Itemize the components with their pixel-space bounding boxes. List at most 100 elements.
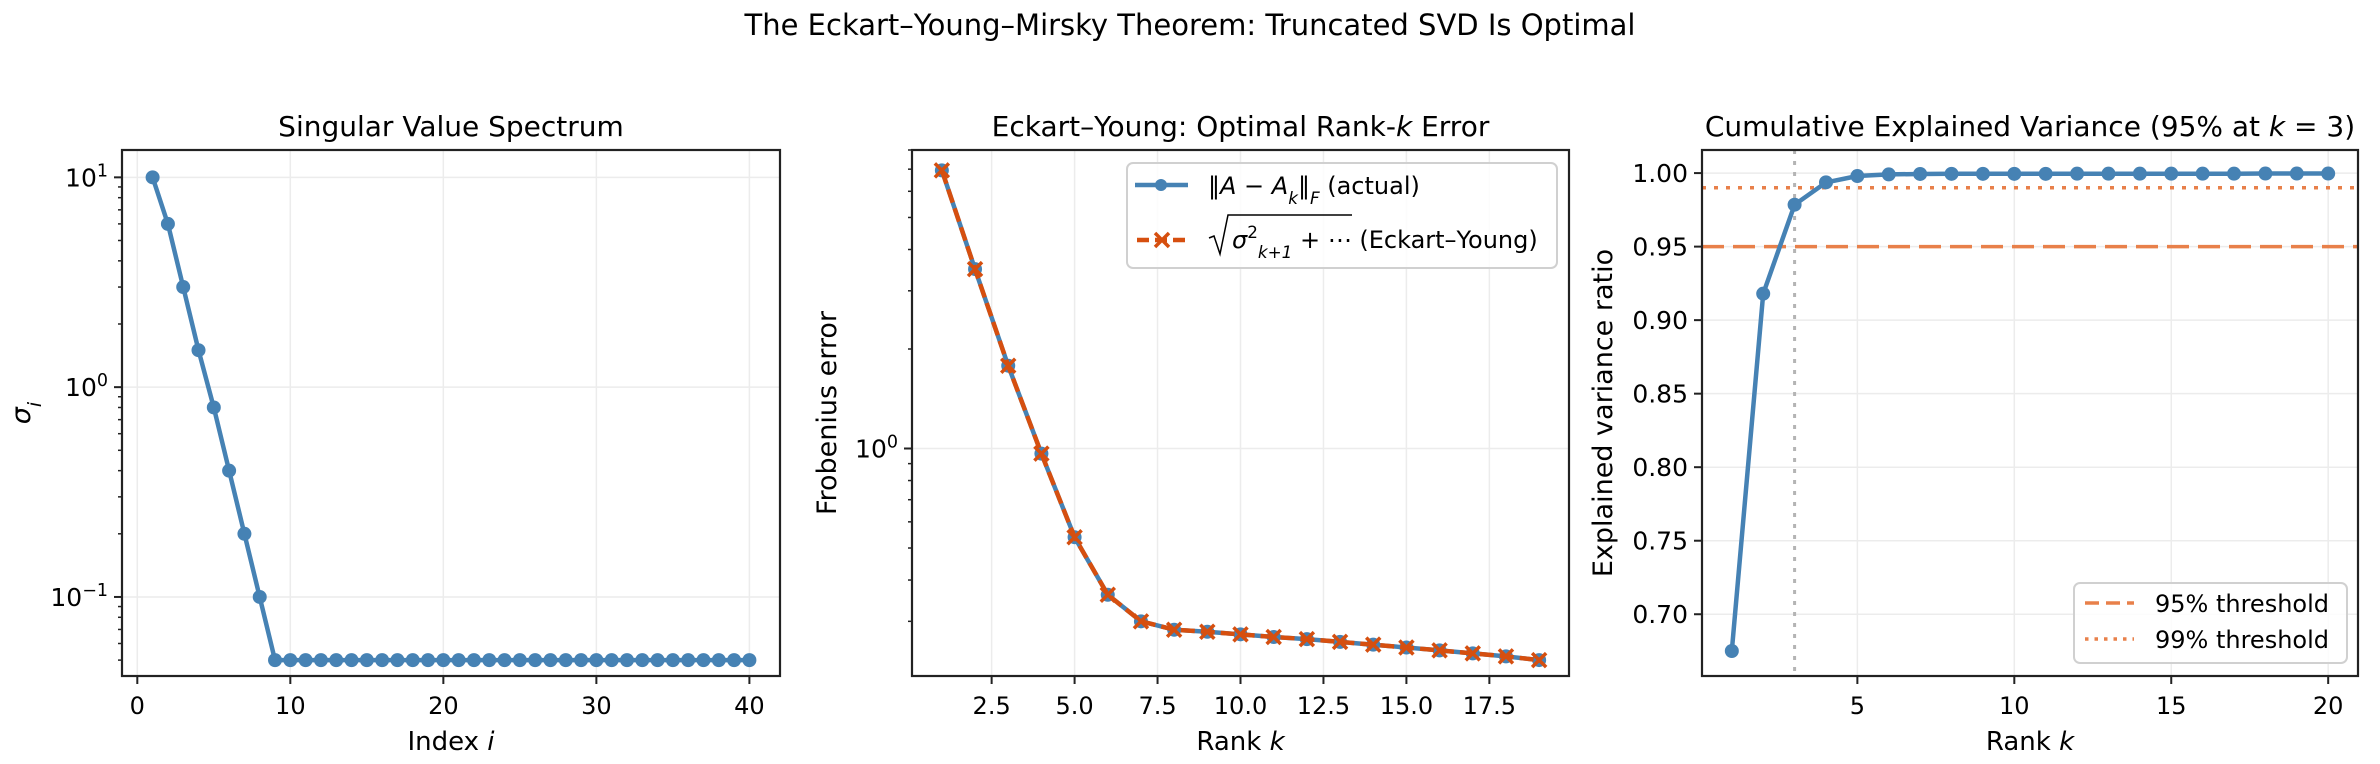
- y-tick-label: 101: [65, 161, 108, 192]
- panel-title: Eckart–Young: Optimal Rank-k Error: [992, 110, 1490, 143]
- x-marker: [966, 260, 984, 278]
- x-tick-label: 30: [581, 692, 612, 720]
- legend-entry-actual: ‖A − Ak‖F (actual): [1208, 172, 1420, 208]
- dot-marker: [2070, 166, 2085, 181]
- y-axis-label: Explained variance ratio: [1588, 249, 1619, 577]
- x-marker: [1298, 630, 1316, 648]
- x-tick-label: 10: [1999, 692, 2030, 720]
- panel-title: Singular Value Spectrum: [278, 110, 624, 143]
- dot-marker: [635, 653, 650, 668]
- dot-marker: [283, 653, 298, 668]
- legend: ‖A − Ak‖F (actual) σ2k+1 + ⋯ (Eckart–Youn…: [1126, 162, 1558, 269]
- dot-marker: [2258, 166, 2273, 181]
- dot-marker: [2289, 166, 2304, 181]
- dot-marker: [359, 653, 374, 668]
- y-tick-label: 0.95: [1632, 233, 1688, 262]
- figure-suptitle: The Eckart–Young–Mirsky Theorem: Truncat…: [744, 8, 1636, 42]
- y-tick-label: 10−1: [50, 581, 108, 612]
- x-marker: [1033, 445, 1050, 462]
- x-tick-label: 20: [2313, 692, 2344, 720]
- x-tick-label: 10.0: [1214, 692, 1267, 720]
- dot-marker: [696, 653, 711, 668]
- dot-marker: [2101, 166, 2116, 181]
- dot-marker: [268, 653, 283, 668]
- x-axis-label: Rank k: [1986, 727, 2075, 757]
- x-marker: [1099, 586, 1117, 604]
- x-tick-label: 5: [1850, 692, 1865, 720]
- dot-marker: [711, 653, 726, 668]
- y-axis-label: σi: [6, 401, 46, 424]
- series-primary: [1724, 166, 2336, 659]
- axes-frame: [910, 148, 1571, 678]
- dot-marker: [390, 653, 405, 668]
- panel-cumulative-explained-variance: 5 10 15 20 0.70 0.75 0.80 0.85 0.90 0.95 1.00 Cumul…: [1588, 110, 2360, 757]
- dot-marker: [1850, 169, 1865, 184]
- dot-marker: [451, 653, 466, 668]
- dot-marker: [742, 653, 757, 668]
- legend-entry-99: 99% threshold: [2155, 626, 2329, 654]
- dot-marker: [145, 170, 160, 185]
- x-marker: [933, 162, 951, 179]
- dot-marker: [237, 526, 252, 541]
- x-tick-label: 7.5: [1138, 692, 1176, 720]
- x-tick-label: 17.5: [1463, 692, 1516, 720]
- y-tick-label: 1.00: [1632, 159, 1688, 188]
- dot-marker: [329, 653, 344, 668]
- dot-marker: [2038, 166, 2053, 181]
- x-marker: [1364, 636, 1382, 653]
- dot-marker: [681, 653, 696, 668]
- x-tick-label: 5.0: [1056, 692, 1094, 720]
- dot-marker: [604, 653, 619, 668]
- x-tick-label: 15.0: [1380, 692, 1433, 720]
- grid-lines: [122, 150, 780, 676]
- axes-frame: [120, 148, 782, 678]
- dot-marker: [1787, 197, 1802, 212]
- x-marker: [1464, 645, 1482, 662]
- dot-marker: [421, 653, 436, 668]
- x-tick-label: 2.5: [973, 692, 1011, 720]
- dot-marker: [1756, 286, 1771, 301]
- dot-marker: [160, 216, 175, 231]
- dot-marker: [1975, 166, 1990, 181]
- x-marker: [1165, 621, 1183, 638]
- x-marker: [999, 357, 1017, 374]
- dot-marker: [252, 589, 267, 604]
- axes-frame: [1700, 148, 2360, 678]
- dot-marker: [2227, 166, 2242, 181]
- dot-marker: [650, 653, 665, 668]
- series-primary: [145, 170, 757, 668]
- x-marker: [1199, 623, 1216, 640]
- y-tick-label: 0.70: [1632, 600, 1688, 629]
- dot-marker: [222, 463, 237, 478]
- x-tick-label: 15: [2156, 692, 2187, 720]
- y-tick-label: 100: [855, 433, 898, 464]
- y-axis-label: Frobenius error: [812, 310, 843, 515]
- dot-marker: [436, 653, 451, 668]
- dot-marker: [512, 653, 527, 668]
- y-tick-label: 0.75: [1632, 527, 1688, 556]
- dot-marker: [2164, 166, 2179, 181]
- y-tick-label: 0.80: [1632, 453, 1688, 482]
- y-tick-label: 0.90: [1632, 306, 1688, 335]
- y-tick-label: 100: [65, 371, 108, 402]
- series-secondary: [933, 162, 1548, 669]
- dot-marker: [727, 653, 742, 668]
- dot-marker: [466, 653, 481, 668]
- x-marker: [1431, 642, 1448, 659]
- dot-marker: [405, 653, 420, 668]
- x-marker: [1497, 648, 1515, 665]
- x-marker: [1066, 528, 1083, 546]
- dot-marker: [497, 653, 512, 668]
- dot-marker: [1913, 166, 1928, 181]
- dot-marker: [176, 280, 191, 295]
- dot-marker: [344, 653, 359, 668]
- x-tick-label: 12.5: [1297, 692, 1350, 720]
- dot-marker: [558, 653, 573, 668]
- x-tick-label: 10: [275, 692, 306, 720]
- x-marker: [1398, 639, 1415, 656]
- panel-title: Cumulative Explained Variance (95% at k …: [1705, 110, 2355, 143]
- dot-marker: [1724, 644, 1739, 659]
- x-marker: [1530, 651, 1548, 669]
- legend: 95% threshold 99% threshold: [2073, 582, 2348, 664]
- dot-marker: [574, 653, 589, 668]
